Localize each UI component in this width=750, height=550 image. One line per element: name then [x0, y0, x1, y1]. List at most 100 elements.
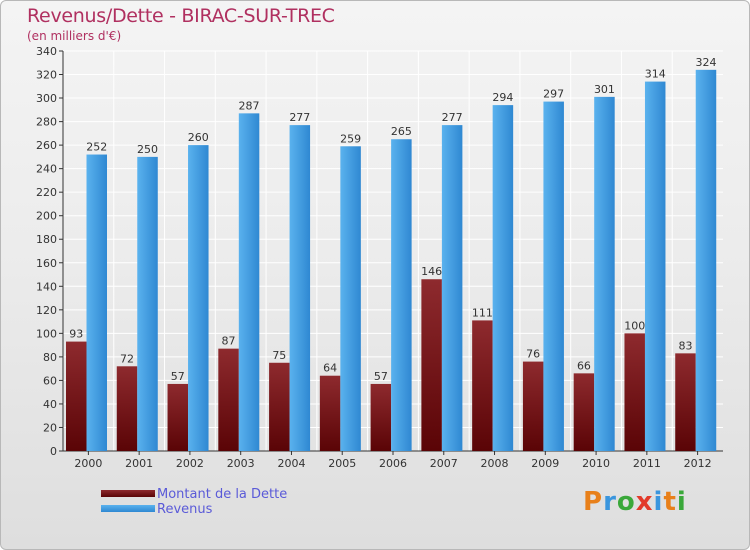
x-tick-label: 2005 [328, 457, 356, 470]
x-tick-label: 2004 [277, 457, 305, 470]
data-label-dette: 76 [526, 348, 540, 361]
data-label-revenus: 287 [239, 99, 260, 112]
bar-dette [573, 373, 595, 451]
bar-revenus [340, 146, 361, 451]
bar-revenus [441, 125, 463, 451]
bar-dette [319, 375, 341, 451]
y-tick-label: 20 [43, 421, 57, 434]
y-tick-label: 60 [43, 374, 57, 387]
bar-dette [167, 383, 189, 451]
y-tick-label: 80 [43, 351, 57, 364]
legend-label-revenus: Revenus [157, 502, 213, 517]
legend-swatch-revenus [101, 505, 155, 512]
y-tick-label: 120 [36, 304, 57, 317]
bars [66, 69, 717, 452]
bar-dette [66, 341, 87, 451]
data-label-dette: 146 [421, 265, 442, 278]
logo-letter: r [603, 487, 617, 517]
legend-label-dette: Montant de la Dette [157, 487, 288, 502]
x-tick-label: 2009 [531, 457, 559, 470]
data-labels: 93 252 72 250 57 260 87 287 75 277 64 259 57 265 146 27… [69, 56, 716, 383]
x-tick-label: 2012 [684, 457, 712, 470]
data-label-revenus: 301 [594, 83, 615, 96]
data-label-dette: 57 [171, 370, 185, 383]
data-label-revenus: 297 [543, 88, 564, 101]
y-tick-label: 180 [36, 233, 57, 246]
bar-revenus [391, 139, 412, 451]
y-tick-label: 0 [50, 445, 57, 458]
data-label-dette: 83 [678, 339, 692, 352]
bar-dette [421, 279, 442, 451]
bar-dette [522, 361, 544, 451]
bar-revenus [289, 125, 311, 451]
data-label-revenus: 294 [492, 91, 513, 104]
data-label-revenus: 260 [188, 131, 209, 144]
bar-revenus [543, 101, 564, 452]
logo-letter: i [653, 487, 664, 517]
x-tick-label: 2007 [430, 457, 458, 470]
x-tick-label: 2008 [481, 457, 509, 470]
chart-title: Revenus/Dette - BIRAC-SUR-TREC [27, 5, 335, 27]
y-tick-label: 280 [36, 116, 57, 129]
bar-dette [675, 353, 696, 451]
y-tick-label: 300 [36, 92, 57, 105]
x-tick-label: 2002 [176, 457, 204, 470]
y-tick-label: 200 [36, 210, 57, 223]
data-label-dette: 93 [69, 328, 83, 341]
data-label-revenus: 259 [340, 132, 361, 145]
y-tick-label: 40 [43, 398, 57, 411]
logo-letter: i [676, 487, 687, 517]
y-tick-label: 240 [36, 163, 57, 176]
bar-revenus [238, 113, 260, 452]
x-tick-label: 2000 [74, 457, 102, 470]
data-label-dette: 111 [472, 306, 493, 319]
logo-letter: x [635, 487, 654, 517]
data-label-dette: 66 [577, 359, 591, 372]
y-tick-label: 100 [36, 327, 57, 340]
data-label-revenus: 324 [695, 56, 716, 69]
y-tick-label: 320 [36, 69, 57, 82]
axes: 0 20 40 60 80 100 120 140 160 180 200 220 240 260 280 3… [36, 45, 723, 470]
y-tick-label: 260 [36, 139, 57, 152]
chart-subtitle: (en milliers d'€) [27, 29, 122, 43]
y-tick-label: 220 [36, 186, 57, 199]
y-tick-label: 160 [36, 257, 57, 270]
data-label-dette: 100 [624, 319, 645, 332]
bar-dette [370, 383, 392, 451]
bar-dette [472, 320, 493, 451]
x-tick-label: 2001 [125, 457, 153, 470]
logo-letter: o [616, 487, 636, 517]
data-label-revenus: 277 [442, 111, 463, 124]
legend-swatch-dette [101, 490, 155, 497]
logo-letter: P [583, 487, 604, 517]
bar-dette [116, 366, 138, 451]
bar-revenus [695, 69, 717, 451]
data-label-revenus: 277 [289, 111, 310, 124]
logo-letter: t [663, 487, 677, 517]
bar-revenus [594, 96, 615, 451]
data-label-revenus: 314 [645, 68, 666, 81]
data-label-dette: 87 [222, 335, 236, 348]
data-label-dette: 57 [374, 370, 388, 383]
data-label-dette: 75 [272, 349, 286, 362]
x-tick-label: 2011 [633, 457, 661, 470]
data-label-dette: 72 [120, 352, 134, 365]
x-tick-label: 2010 [582, 457, 610, 470]
y-tick-label: 140 [36, 280, 57, 293]
x-tick-label: 2006 [379, 457, 407, 470]
bar-revenus [492, 105, 514, 451]
data-label-dette: 64 [323, 362, 337, 375]
data-label-revenus: 265 [391, 125, 412, 138]
data-label-revenus: 250 [137, 143, 158, 156]
bar-revenus [188, 145, 209, 451]
data-label-revenus: 252 [86, 141, 107, 154]
proxiti-logo: Proxiti [583, 487, 687, 517]
bar-dette [218, 348, 239, 451]
bar-revenus [86, 154, 107, 451]
bar-dette [624, 333, 645, 451]
x-tick-label: 2003 [227, 457, 255, 470]
bar-dette [269, 362, 290, 451]
bar-revenus [137, 156, 158, 451]
